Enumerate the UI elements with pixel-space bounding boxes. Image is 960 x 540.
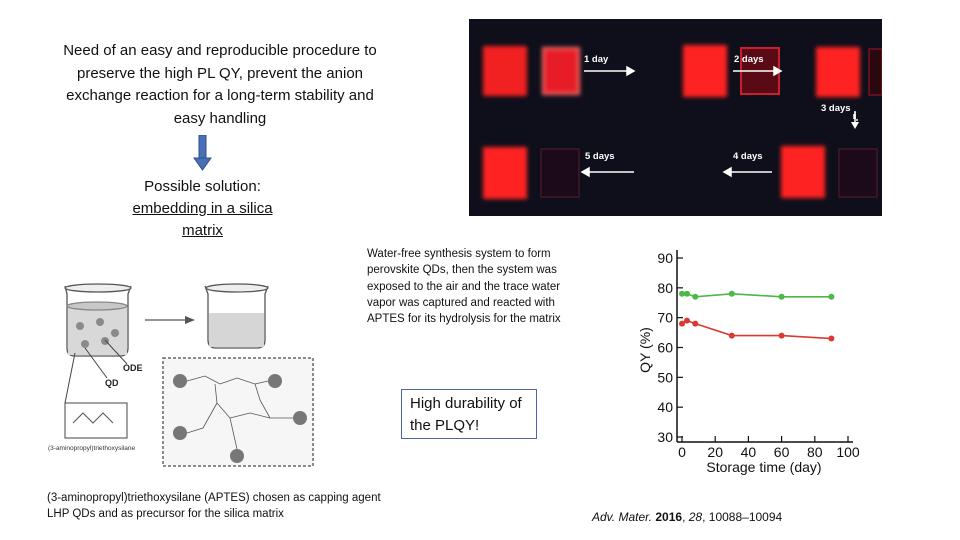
data-point bbox=[778, 293, 785, 300]
photo-label-3: 3 days bbox=[821, 103, 851, 114]
intro-line: exchange reaction for a long-term stabil… bbox=[66, 87, 374, 104]
x-tick-label: 60 bbox=[774, 444, 790, 460]
y-tick-label: 40 bbox=[657, 399, 673, 415]
intro-line: easy handling bbox=[173, 109, 267, 127]
photo-label-4: 4 days bbox=[733, 151, 763, 162]
durability-callout: High durability of the PLQY! bbox=[401, 389, 537, 439]
intro-line: Need of an easy and reproducible procedu… bbox=[63, 42, 377, 59]
capping-text: (3-aminopropyl)triethoxysilane (APTES) c… bbox=[47, 490, 467, 523]
x-tick-label: 100 bbox=[836, 444, 860, 460]
data-point bbox=[728, 290, 735, 297]
sample-square bbox=[540, 148, 580, 198]
sample-square bbox=[683, 45, 727, 97]
y-tick-label: 30 bbox=[657, 429, 673, 445]
data-point bbox=[728, 332, 735, 339]
sample-photo-graphic: 1 day 2 days 3 days 4 days 5 days bbox=[483, 45, 883, 199]
solution-text: Possible solution: embedding in a silica… bbox=[110, 176, 295, 241]
y-axis-label: QY (%) bbox=[637, 327, 653, 373]
data-point bbox=[683, 290, 690, 297]
qd-label: QD bbox=[105, 378, 119, 388]
x-tick-label: 80 bbox=[807, 444, 823, 460]
water-free-text: Water-free synthesis system to form pero… bbox=[367, 248, 561, 326]
ref-journal: Adv. Mater. bbox=[592, 510, 653, 524]
sample-photo: 1 day 2 days 3 days 4 days 5 days bbox=[469, 19, 883, 216]
data-point bbox=[683, 317, 690, 324]
data-point bbox=[679, 290, 685, 297]
y-tick-label: 70 bbox=[657, 310, 673, 326]
ref-pages: 10088–10094 bbox=[708, 510, 783, 524]
data-point bbox=[828, 293, 835, 300]
solution-line: embedding in a silica bbox=[132, 199, 273, 217]
photo-label-1: 1 day bbox=[584, 54, 609, 65]
solution-line: Possible solution: bbox=[144, 178, 261, 195]
data-point bbox=[692, 320, 699, 327]
y-tick-label: 60 bbox=[657, 340, 673, 356]
sample-square bbox=[542, 47, 580, 95]
x-tick-label: 40 bbox=[741, 444, 757, 460]
x-axis-label: Storage time (day) bbox=[706, 459, 821, 475]
photo-label-5: 5 days bbox=[585, 151, 615, 162]
qd-particles bbox=[76, 318, 119, 348]
beaker-icon bbox=[204, 283, 269, 349]
x-tick-label: 20 bbox=[707, 444, 723, 460]
durability-line: High durability of bbox=[410, 395, 522, 412]
reference: Adv. Mater. 2016, 28, 10088–10094 bbox=[592, 510, 783, 524]
photo-label-2: 2 days bbox=[734, 54, 764, 65]
ode-label: ODE bbox=[123, 363, 143, 373]
qy-chart: 30 40 50 60 70 80 90 0 20 40 60 80 100 QY (%) Stora… bbox=[637, 250, 860, 475]
data-point bbox=[778, 332, 785, 339]
sample-square bbox=[781, 146, 825, 198]
solution-line: matrix bbox=[182, 221, 223, 239]
sample-square bbox=[483, 147, 527, 199]
data-point bbox=[828, 335, 835, 342]
y-tick-label: 50 bbox=[657, 369, 673, 385]
ref-volume: 28 bbox=[688, 510, 703, 524]
sample-square bbox=[483, 46, 527, 96]
y-tick-label: 90 bbox=[657, 250, 673, 266]
capping-line: (3-aminopropyl)triethoxysilane (APTES) c… bbox=[47, 492, 381, 504]
y-tick-label: 80 bbox=[657, 280, 673, 296]
sample-square bbox=[868, 48, 883, 96]
series-line-1 bbox=[681, 319, 832, 340]
x-tick-label: 0 bbox=[678, 444, 686, 460]
capping-line: LHP QDs and as precursor for the silica … bbox=[47, 508, 284, 521]
data-point bbox=[679, 320, 685, 327]
intro-line: preserve the high PL QY, prevent the ani… bbox=[76, 64, 364, 82]
data-point bbox=[692, 293, 699, 300]
durability-line: the PLQY! bbox=[410, 416, 480, 434]
aptes-label: (3-aminopropyl)triethoxysilane bbox=[48, 445, 135, 452]
series-line-0 bbox=[682, 292, 832, 298]
silica-network bbox=[173, 374, 307, 463]
intro-text: Need of an easy and reproducible procedu… bbox=[40, 40, 400, 130]
synthesis-scheme: ODE QD (3-aminopropyl)triethoxysilane bbox=[48, 283, 314, 467]
sample-square bbox=[816, 47, 860, 97]
sample-square bbox=[838, 148, 878, 198]
ref-year: 2016 bbox=[655, 510, 683, 524]
down-arrow-icon bbox=[193, 135, 212, 171]
